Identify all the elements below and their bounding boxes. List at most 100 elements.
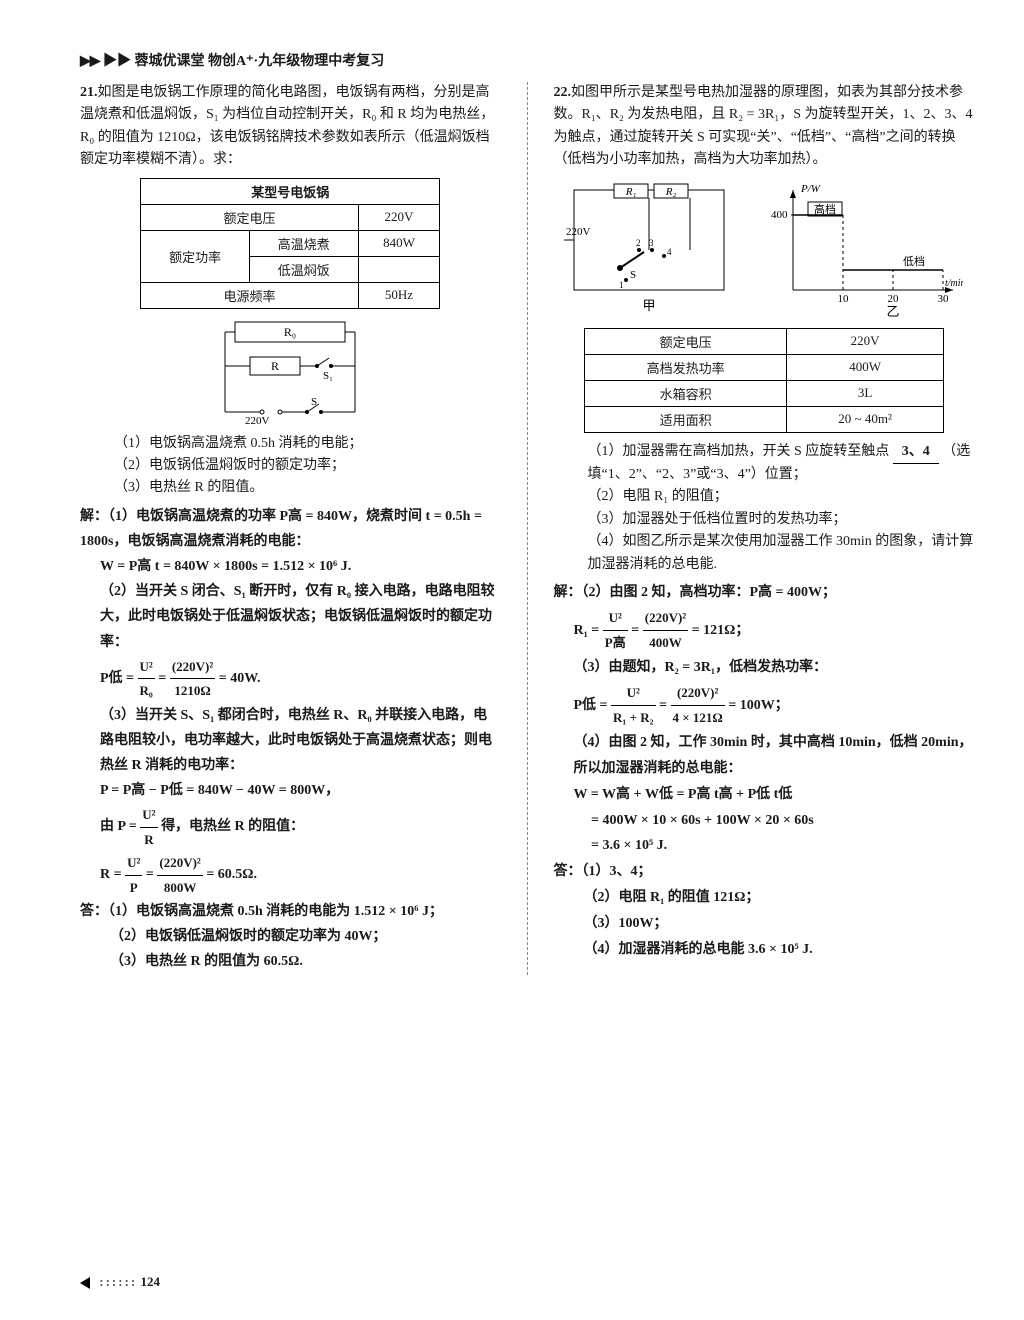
t: U² [611, 681, 655, 706]
sol-p4: （4）由图 2 知，工作 30min 时，其中高档 10min，低档 20min… [554, 730, 975, 782]
cell [358, 256, 440, 282]
page-number-value: 124 [140, 1274, 160, 1289]
q22-table: 额定电压220V 高档发热功率400W 水箱容积3L 适用面积20 ~ 40m² [584, 328, 944, 433]
t: P低 = [574, 698, 612, 713]
t: 400W [643, 631, 688, 655]
q22-number: 22. [554, 85, 572, 100]
column-right: 22.如图甲所示是某型号电热加湿器的原理图，如表为其部分技术参数。R₁、R₂ 为… [554, 82, 975, 975]
ans-a3: （3）电热丝 R 的阻值为 60.5Ω. [80, 949, 501, 974]
cell: 额定电压 [141, 204, 358, 230]
t: 800W [157, 876, 202, 899]
cell: 50Hz [358, 282, 440, 308]
q22-circuit-svg: R₁ R₂ 220V 2 3 4 1 S 甲 [564, 180, 734, 320]
t: = 121Ω； [692, 623, 750, 638]
eq-p2: P低 = U²R₀ = (220V)²1210Ω = 40W. [80, 655, 501, 703]
label-220v: 220V [566, 226, 591, 238]
eq-plow: P低 = U²R₁ + R₂ = (220V)²4 × 121Ω = 100W； [554, 681, 975, 730]
t: R₁ = [574, 623, 603, 638]
label-220v: 220V [245, 415, 270, 427]
q21-number: 21. [80, 85, 98, 100]
page-header: ▶▶ ▶▶ 蓉城优课堂 物创A⁺·九年级物理中考复习 [80, 50, 974, 70]
label-s: S [311, 396, 317, 408]
cell: 高温烧煮 [249, 230, 358, 256]
q22-chart-svg: P/W 400 高档 低档 10 20 30 [763, 180, 963, 320]
cell: 220V [787, 328, 943, 354]
sol-p1b: W = P高 t = 840W × 1800s = 1.512 × 10⁶ J. [80, 554, 501, 579]
q21-sub2: （2）电饭锅低温焖饭时的额定功率； [80, 455, 501, 477]
cell: 额定电压 [584, 328, 787, 354]
q21-table-title: 某型号电饭锅 [141, 178, 440, 204]
page-number: :::::: 124 [80, 1274, 160, 1290]
label-s: S [630, 269, 636, 281]
q21-table: 某型号电饭锅 额定电压 220V 额定功率 高温烧煮 840W 低温焖饭 电源频… [140, 178, 440, 309]
sol-p3b: P = P高 − P低 = 840W − 40W = 800W， [80, 778, 501, 803]
label-yi: 乙 [887, 304, 900, 319]
t: (220V)² [157, 851, 202, 875]
sol-p4b: W = W高 + W低 = P高 t高 + P低 t低 [554, 782, 975, 808]
q22-stem: 22.如图甲所示是某型号电热加湿器的原理图，如表为其部分技术参数。R₁、R₂ 为… [554, 82, 975, 172]
t: = [659, 698, 670, 713]
sol-p4c: = 400W × 10 × 60s + 100W × 20 × 60s [554, 808, 975, 834]
q22-sub3: （3）加湿器处于低档位置时的发热功率； [554, 509, 975, 531]
cell: 水箱容积 [584, 380, 787, 406]
t: 4 × 121Ω [671, 706, 725, 730]
t: R₀ [138, 679, 155, 702]
sol-p2: （2）由图 2 知，高档功率：P高 = 400W； [582, 585, 837, 600]
t: 由 P = [100, 820, 140, 835]
q22-stem-text: 如图甲所示是某型号电热加湿器的原理图，如表为其部分技术参数。R₁、R₂ 为发热电… [554, 85, 973, 167]
page: ▶▶ ▶▶ 蓉城优课堂 物创A⁺·九年级物理中考复习 21.如图是电饭锅工作原理… [0, 0, 1024, 1320]
y-axis: P/W [800, 183, 821, 195]
t: U² [138, 655, 155, 679]
eq-r1: R₁ = U²P高 = (220V)²400W = 121Ω； [554, 606, 975, 655]
eq-p3c: 由 P = U²R 得，电热丝 R 的阻值： [80, 803, 501, 851]
two-column-layout: 21.如图是电饭锅工作原理的简化电路图，电饭锅有两档，分别是高温烧煮和低温焖饭，… [80, 82, 974, 975]
ans-head: 答： [554, 864, 582, 879]
eq-p3d: R = U²P = (220V)²800W = 60.5Ω. [80, 851, 501, 899]
column-divider [527, 82, 528, 975]
svg-text:3: 3 [649, 238, 654, 248]
label-r1: R₁ [625, 186, 637, 198]
t: 1210Ω [170, 679, 215, 702]
cell: 840W [358, 230, 440, 256]
label-r0: R₀ [284, 325, 296, 339]
svg-text:2: 2 [636, 238, 641, 248]
q21-sub1: （1）电饭锅高温烧煮 0.5h 消耗的电能； [80, 433, 501, 455]
ans-a2: （2）电饭锅低温焖饭时的额定功率为 40W； [80, 924, 501, 949]
label-r: R [271, 359, 279, 373]
q21-sub3: （3）电热丝 R 的阻值。 [80, 477, 501, 499]
t: (220V)² [643, 606, 688, 631]
t: = 60.5Ω. [206, 867, 257, 882]
xunit: t/min [945, 278, 963, 289]
q22-solution: 解：（2）由图 2 知，高档功率：P高 = 400W； R₁ = U²P高 = … [554, 580, 975, 963]
q21-circuit-diagram: R₀ R S₁ 220V [80, 317, 501, 427]
svg-text:1: 1 [619, 280, 624, 290]
column-left: 21.如图是电饭锅工作原理的简化电路图，电饭锅有两档，分别是高温烧煮和低温焖饭，… [80, 82, 501, 975]
q22-sub2: （2）电阻 R₁ 的阻值； [554, 486, 975, 508]
t: R [140, 828, 157, 851]
sol-p4d: = 3.6 × 10⁵ J. [554, 833, 975, 859]
t: (220V)² [170, 655, 215, 679]
cell: 电源频率 [141, 282, 358, 308]
ans-a2: （2）电阻 R₁ 的阻值 121Ω； [554, 885, 975, 911]
t: （1）加湿器需在高档加热，开关 S 应旋转至触点 [588, 444, 890, 459]
sol-p3: （3）由题知，R₂ = 3R₁，低档发热功率： [554, 655, 975, 681]
t: U² [603, 606, 628, 631]
cell: 400W [787, 354, 943, 380]
circuit-svg: R₀ R S₁ 220V [205, 317, 375, 427]
q21-solution: 解：（1）电饭锅高温烧煮的功率 P高 = 840W，烧煮时间 t = 0.5h … [80, 504, 501, 975]
t: R₁ + R₂ [611, 706, 655, 730]
label-hi: 高档 [814, 202, 836, 216]
q22-diagrams: R₁ R₂ 220V 2 3 4 1 S 甲 [554, 178, 975, 322]
ans-a1: （1）电饭锅高温烧煮 0.5h 消耗的电能为 1.512 × 10⁶ J； [108, 904, 443, 919]
cell: 3L [787, 380, 943, 406]
t: = [146, 867, 157, 882]
sol-p2: （2）当开关 S 闭合、S₁ 断开时，仅有 R₀ 接入电路，电路电阻较大，此时电… [80, 579, 501, 655]
cell: 220V [358, 204, 440, 230]
t: 得，电热丝 R 的阻值： [161, 820, 304, 835]
sol-head: 解： [80, 509, 108, 524]
fill-blank: 3、4 [893, 441, 939, 464]
sol-p3: （3）当开关 S、S₁ 都闭合时，电热丝 R、R₀ 并联接入电路，电路电阻较小，… [80, 703, 501, 779]
svg-text:4: 4 [667, 247, 672, 257]
label-lo: 低档 [903, 254, 925, 268]
ans-a4: （4）加湿器消耗的总电能 3.6 × 10⁵ J. [554, 937, 975, 963]
